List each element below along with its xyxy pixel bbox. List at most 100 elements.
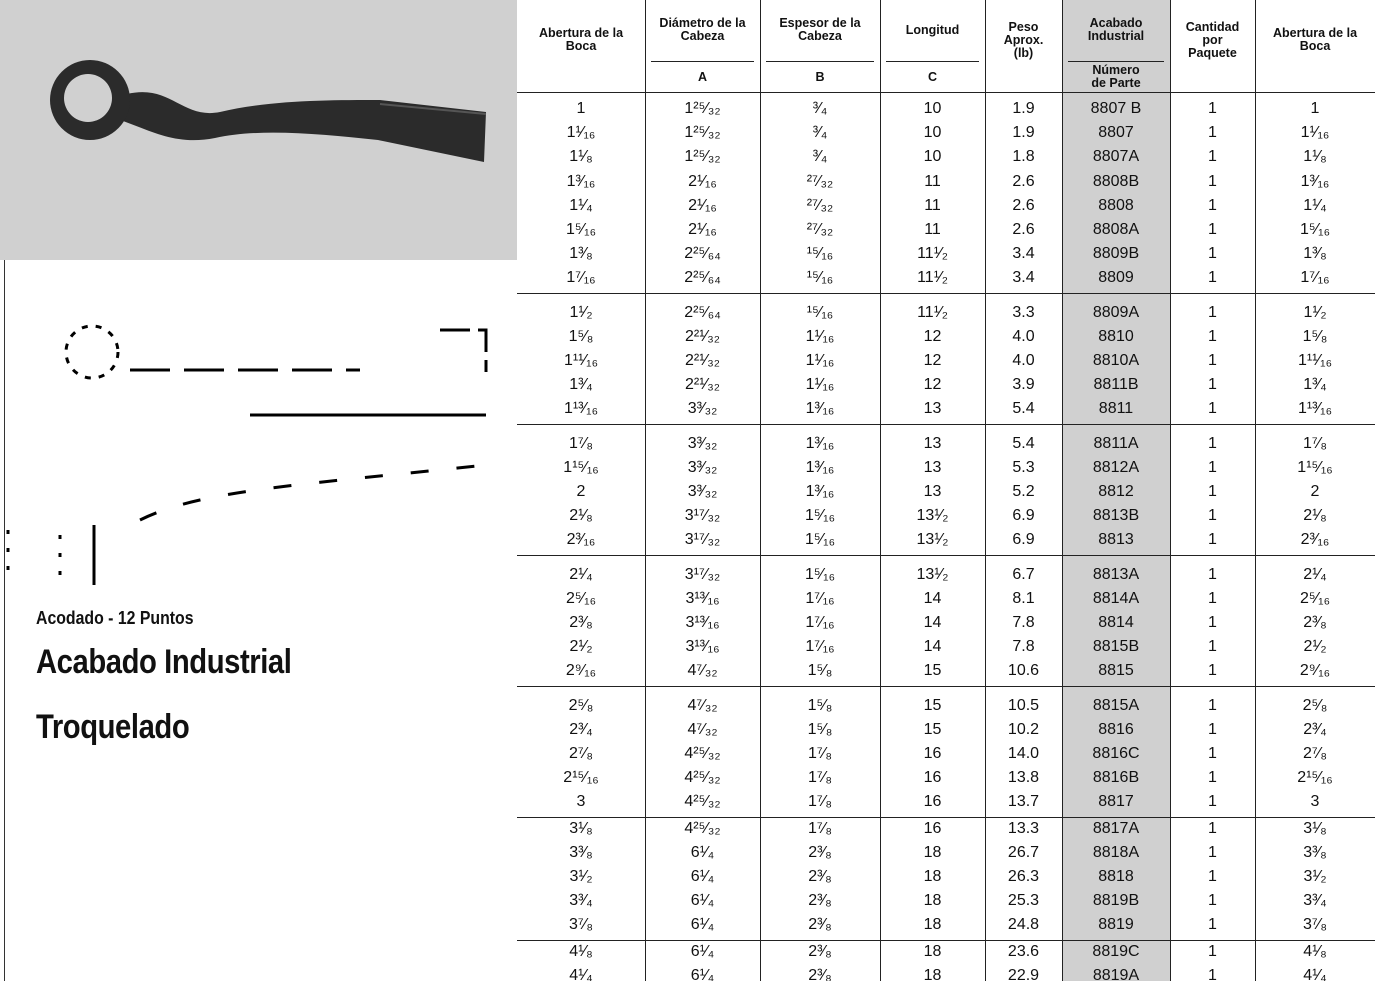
cell: 1⁵⁄₁₆ <box>804 507 836 525</box>
cell: 13 <box>923 458 942 476</box>
column-header: Peso Aprox. (lb) <box>1003 19 1044 60</box>
cell: 4²⁵⁄₃₂ <box>684 745 721 762</box>
cell: 8816B <box>1092 769 1140 787</box>
cell: 2.6 <box>1012 196 1035 214</box>
cell: 1³⁄₁₆ <box>566 172 596 190</box>
cell: 3⁷⁄₈ <box>1303 916 1327 934</box>
cell: 18 <box>923 843 942 861</box>
cell: 1 <box>1208 148 1217 166</box>
cell: 11¹⁄₂ <box>917 245 948 263</box>
cell: 1 <box>1208 352 1217 369</box>
cell: 8807 <box>1098 124 1134 142</box>
cell: 2⁹⁄₁₆ <box>1299 662 1331 680</box>
cell: 2⁵⁄₁₆ <box>565 589 597 607</box>
column-subheader: A <box>697 69 708 84</box>
cell: 3³⁄₃₂ <box>687 434 718 452</box>
cell: 6¹⁄₄ <box>690 966 715 981</box>
cell: 22.9 <box>1007 966 1040 981</box>
cell: 3³⁄₈ <box>569 843 593 861</box>
cell: 10.6 <box>1007 662 1040 680</box>
cell: 8819 <box>1098 916 1134 934</box>
cell: 2³⁄₈ <box>808 892 832 910</box>
cell: 2¹⁄₈ <box>1303 507 1327 525</box>
cell: 4¹⁄₈ <box>569 942 593 960</box>
header-divider <box>886 61 979 62</box>
cell: 1⁵⁄₁₆ <box>565 221 597 238</box>
cell: 2³⁄₈ <box>1303 614 1327 631</box>
cell: 1³⁄₁₆ <box>805 483 835 500</box>
cell: 10 <box>923 148 942 166</box>
cell: 3¹³⁄₁₆ <box>685 589 720 607</box>
cell: 24.8 <box>1007 916 1040 934</box>
cell: 1 <box>1208 793 1217 811</box>
column-header: Diámetro de la Cabeza <box>659 16 746 43</box>
cell: 8809A <box>1092 303 1140 321</box>
cell: 1¹⁄₂ <box>1303 303 1327 321</box>
cell: ³⁄₄ <box>812 124 828 142</box>
title: Acabado Industrial <box>36 643 292 681</box>
column-header: Cantidad por Paquete <box>1185 19 1240 60</box>
cell: 2¹⁄₄ <box>1303 565 1327 583</box>
cell: 18 <box>923 966 942 981</box>
cell: 3³⁄₈ <box>1303 843 1327 861</box>
cell: 1⁷⁄₈ <box>569 434 593 452</box>
cell: 1 <box>1208 245 1217 263</box>
cell: 1 <box>1208 745 1217 762</box>
cell: 4⁷⁄₃₂ <box>687 720 718 738</box>
cell: 2³⁄₈ <box>808 966 832 981</box>
cell: 13.7 <box>1007 793 1040 811</box>
cell: 6¹⁄₄ <box>690 916 715 934</box>
cell: 1³⁄₄ <box>569 376 593 394</box>
cell: 11¹⁄₂ <box>917 269 948 287</box>
cell: 1⁷⁄₈ <box>808 793 832 811</box>
cell: 18 <box>923 942 942 960</box>
cell: 18 <box>923 868 942 885</box>
column-subheader: B <box>815 69 825 84</box>
column-rule <box>1170 0 1171 981</box>
cell: 13 <box>923 483 942 500</box>
cell: 3¹⁷⁄₃₂ <box>684 565 721 583</box>
cell: 1⁵⁄₈ <box>807 662 833 680</box>
cell: 8813A <box>1092 565 1140 583</box>
cell: 10.5 <box>1007 696 1040 714</box>
cell: 16 <box>923 745 942 762</box>
cell: 1³⁄₄ <box>1303 376 1327 394</box>
cell: 8815B <box>1092 638 1140 656</box>
cell: 1¹⁄₁₆ <box>805 327 835 345</box>
cell: 1⁷⁄₈ <box>808 745 832 762</box>
cell: 1 <box>1208 662 1217 680</box>
cell: 2³⁄₈ <box>808 868 832 885</box>
cell: 1⁵⁄₈ <box>807 696 833 714</box>
cell: 2²⁵⁄₆₄ <box>684 303 721 321</box>
cell: ¹⁵⁄₁₆ <box>806 303 834 321</box>
cell: 6.9 <box>1012 531 1035 549</box>
cell: 6¹⁄₄ <box>690 843 715 861</box>
cell: 8817A <box>1092 819 1140 837</box>
cell: 12 <box>923 327 942 345</box>
cell: 1³⁄₁₆ <box>805 458 835 476</box>
cell: 11 <box>924 221 941 238</box>
cell: 6.9 <box>1012 507 1035 525</box>
cell: 4⁷⁄₃₂ <box>687 696 718 714</box>
cell: 5.2 <box>1012 483 1035 500</box>
cell: 6.7 <box>1012 565 1035 583</box>
cell: 1 <box>1208 269 1217 287</box>
cell: 2 <box>1310 483 1320 500</box>
cell: ²⁷⁄₃₂ <box>806 172 834 190</box>
cell: 6¹⁄₄ <box>690 942 715 960</box>
cell: 8807A <box>1092 148 1140 166</box>
cell: 1 <box>1208 769 1217 787</box>
cell: 1 <box>1208 892 1217 910</box>
cell: 18 <box>923 916 942 934</box>
cell: 11¹⁄₂ <box>917 303 948 321</box>
cell: 8812A <box>1092 458 1140 476</box>
cell: 11 <box>924 172 941 190</box>
cell: 8.1 <box>1012 589 1035 607</box>
cell: 1 <box>1208 531 1217 549</box>
cell: 8807 B <box>1090 100 1142 117</box>
cell: 8813 <box>1098 531 1134 549</box>
cell: 1 <box>1208 458 1217 476</box>
cell: 2¹⁄₂ <box>569 638 593 656</box>
cell: 8812 <box>1098 483 1134 500</box>
cell: 10.2 <box>1007 720 1040 738</box>
